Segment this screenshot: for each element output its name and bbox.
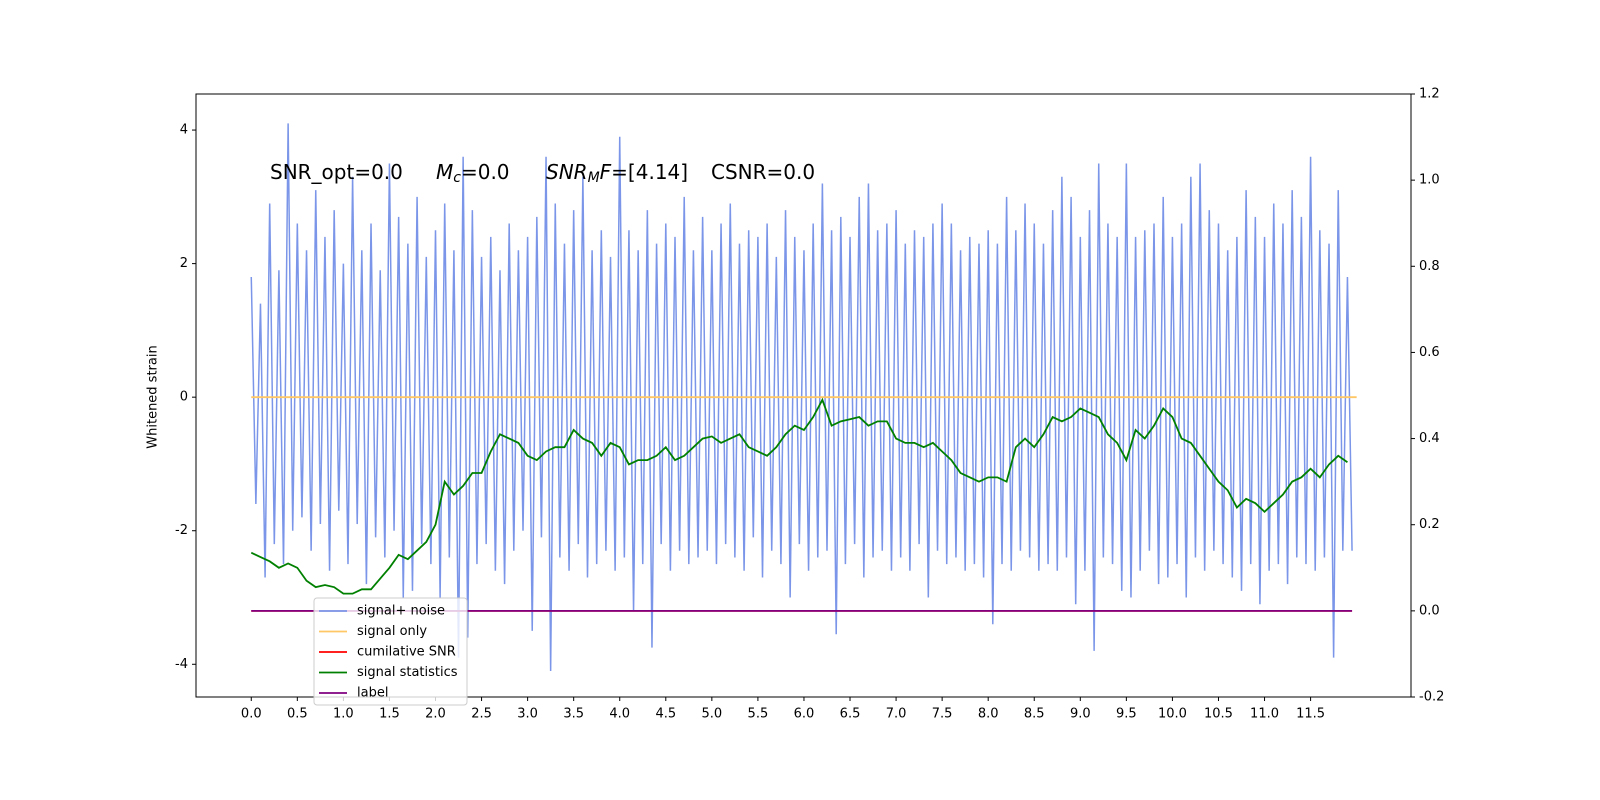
y2-tick-label: 1.0 bbox=[1419, 173, 1440, 188]
annotation-text: CSNR=0.0 bbox=[711, 160, 815, 184]
annotation-text: SNR_opt=0.0 bbox=[270, 160, 403, 184]
annotation: SNR_opt=0.0 bbox=[270, 160, 403, 184]
x-tick-label: 4.5 bbox=[655, 707, 676, 722]
annotation-symbol: SNR bbox=[546, 160, 588, 184]
series-line bbox=[250, 397, 1348, 595]
x-tick-label: 2.5 bbox=[471, 707, 492, 722]
legend-label: signal+ noise bbox=[357, 604, 445, 619]
annotation: CSNR=0.0 bbox=[711, 160, 815, 184]
legend-label: signal statistics bbox=[357, 665, 458, 680]
x-tick-label: 9.0 bbox=[1070, 707, 1091, 722]
annotation-subscript: c bbox=[453, 170, 461, 186]
legend-label: cumilative SNR bbox=[357, 645, 456, 660]
x-tick-label: 0.0 bbox=[241, 707, 262, 722]
y-tick-label: -2 bbox=[175, 523, 188, 538]
annotation: SNRMF=[4.14] bbox=[546, 160, 688, 187]
x-tick-label: 8.5 bbox=[1024, 707, 1045, 722]
annotation: Mc=0.0 bbox=[436, 160, 510, 187]
annotation-subscript: M bbox=[588, 170, 600, 186]
y-tick-label: 4 bbox=[180, 123, 188, 138]
y2-tick-label: 1.2 bbox=[1419, 87, 1440, 102]
x-tick-label: 10.5 bbox=[1204, 707, 1233, 722]
y2-tick-label: 0.6 bbox=[1419, 345, 1440, 360]
y2-tick-label: 0.8 bbox=[1419, 259, 1440, 274]
x-tick-label: 4.0 bbox=[609, 707, 630, 722]
x-tick-label: 3.0 bbox=[517, 707, 538, 722]
x-tick-label: 5.5 bbox=[748, 707, 769, 722]
x-tick-label: 6.0 bbox=[794, 707, 815, 722]
annotation-text: =0.0 bbox=[461, 160, 510, 184]
x-tick-label: 6.5 bbox=[840, 707, 861, 722]
y-tick-label: 0 bbox=[180, 390, 188, 405]
y-axis-label: Whitened strain bbox=[146, 345, 161, 448]
x-tick-label: 1.5 bbox=[379, 707, 400, 722]
x-tick-label: 2.0 bbox=[425, 707, 446, 722]
annotation-text: =[4.14] bbox=[611, 160, 688, 184]
y2-tick-label: 0.4 bbox=[1419, 431, 1440, 446]
x-tick-label: 5.0 bbox=[702, 707, 723, 722]
annotation-symbol: F bbox=[600, 160, 612, 184]
x-tick-label: 8.0 bbox=[978, 707, 999, 722]
legend-box bbox=[313, 597, 468, 706]
y2-tick-label: -0.2 bbox=[1419, 690, 1444, 705]
x-tick-label: 3.5 bbox=[563, 707, 584, 722]
y-tick-label: -4 bbox=[175, 657, 188, 672]
x-tick-label: 0.5 bbox=[287, 707, 308, 722]
x-tick-label: 7.0 bbox=[886, 707, 907, 722]
y2-tick-label: 0.2 bbox=[1419, 517, 1440, 532]
y-tick-label: 2 bbox=[180, 256, 188, 271]
legend-label: label bbox=[357, 686, 388, 701]
x-tick-label: 9.5 bbox=[1116, 707, 1137, 722]
legend-label: signal only bbox=[357, 624, 427, 639]
y2-tick-label: 0.0 bbox=[1419, 603, 1440, 618]
annotation-symbol: M bbox=[436, 160, 453, 184]
x-tick-label: 7.5 bbox=[932, 707, 953, 722]
x-tick-label: 11.0 bbox=[1250, 707, 1279, 722]
x-tick-label: 11.5 bbox=[1296, 707, 1325, 722]
x-tick-label: 1.0 bbox=[333, 707, 354, 722]
x-tick-label: 10.0 bbox=[1158, 707, 1187, 722]
